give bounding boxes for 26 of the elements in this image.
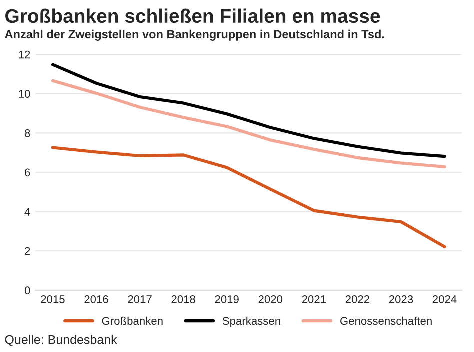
x-tick-label: 2021 <box>302 296 326 304</box>
line-series <box>51 146 446 248</box>
y-tick-label: 10 <box>19 90 30 98</box>
x-tick-label: 2023 <box>389 296 414 304</box>
x-tick-label: 2015 <box>41 296 65 304</box>
y-tick-label: 8 <box>24 129 30 138</box>
legend-label: Sparkassen <box>222 316 280 328</box>
y-tick-label: 0 <box>24 286 30 295</box>
x-tick-label: 2024 <box>432 296 457 304</box>
source-note: Quelle: Bundesbank <box>5 335 118 346</box>
y-tick-label: 2 <box>25 247 30 256</box>
x-tick-label: 2018 <box>172 296 196 304</box>
y-tick-label: 6 <box>25 168 30 177</box>
x-tick-label: 2022 <box>346 296 370 304</box>
x-tick-label: 2019 <box>215 296 239 304</box>
legend-label: Genossenschaften <box>340 316 432 326</box>
chart-subtitle: Anzahl der Zweigstellen von Bankengruppen in Deutschland in Tsd. <box>5 30 384 41</box>
y-tick-label: 12 <box>19 50 30 59</box>
y-tick-label: 4 <box>24 208 30 216</box>
x-tick-label: 2020 <box>258 296 283 304</box>
x-tick-label: 2016 <box>84 296 108 304</box>
line-series <box>51 79 446 169</box>
x-tick-label: 2017 <box>128 296 152 304</box>
legend-label: Großbanken <box>102 316 163 326</box>
line-series <box>51 63 446 158</box>
chart-title: Großbanken schließen Filialen en masse <box>6 8 380 24</box>
